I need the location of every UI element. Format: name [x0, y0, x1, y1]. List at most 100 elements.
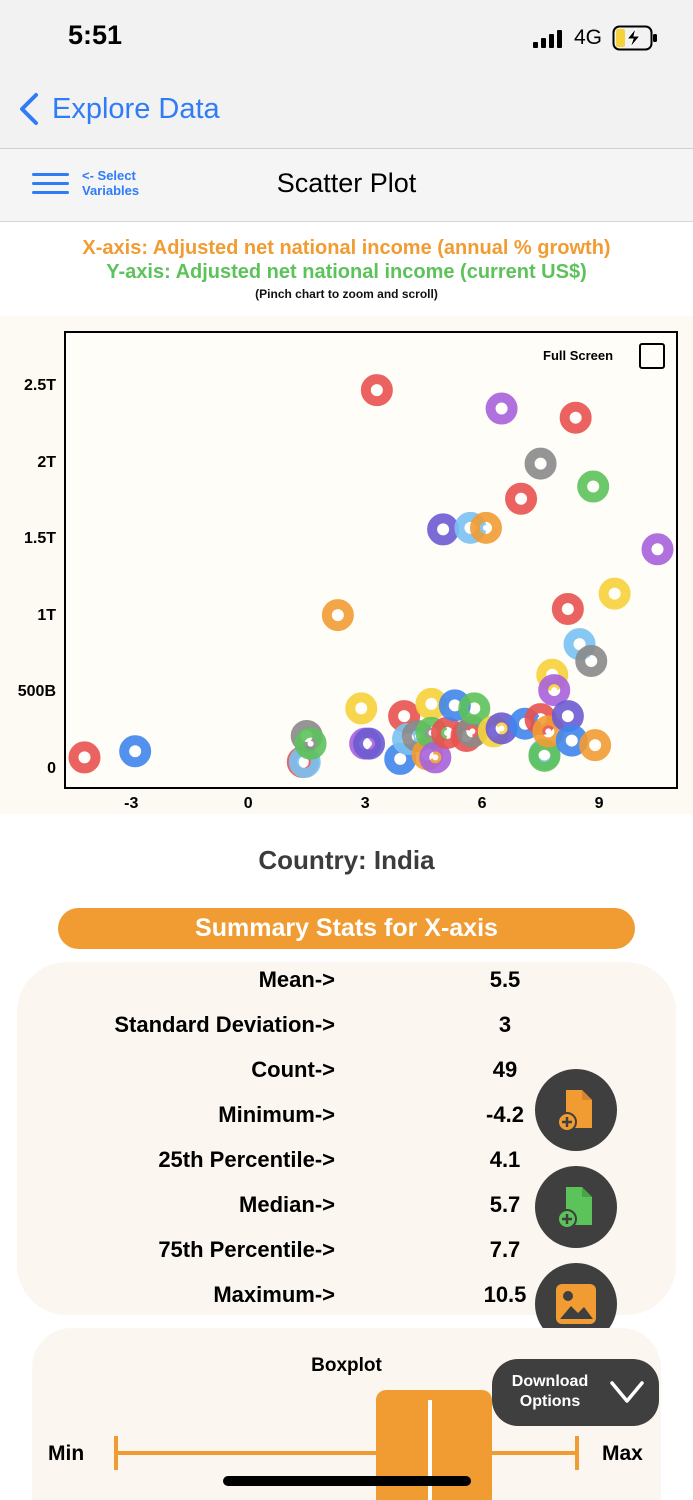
boxplot-min-label: Min — [48, 1442, 85, 1465]
data-point[interactable] — [353, 727, 386, 760]
data-point[interactable] — [345, 692, 378, 725]
data-point[interactable] — [321, 599, 354, 632]
stat-label: Median-> — [239, 1192, 335, 1217]
page-title: Scatter Plot — [276, 168, 417, 198]
data-point-center — [518, 495, 525, 502]
data-point[interactable] — [577, 470, 610, 503]
data-point-center — [564, 605, 571, 612]
data-point[interactable] — [119, 735, 152, 768]
data-point[interactable] — [559, 401, 592, 434]
summary-stat-row: Count-> 49 — [0, 1057, 693, 1097]
y-axis-variable-label: Y-axis: Adjusted net national income (cu… — [106, 261, 587, 283]
status-bar — [0, 0, 693, 80]
data-point[interactable] — [294, 727, 327, 760]
data-point[interactable] — [524, 447, 557, 480]
y-tick-label: 2.5T — [23, 377, 56, 395]
back-label: Explore Data — [52, 92, 220, 125]
data-point-center — [576, 641, 583, 648]
summary-stat-row: 25th Percentile-> 4.1 — [0, 1147, 693, 1187]
data-point[interactable] — [641, 533, 674, 566]
boxplot-box — [376, 1390, 492, 1500]
data-point[interactable] — [68, 741, 101, 774]
data-point[interactable] — [419, 741, 452, 774]
data-point-center — [498, 405, 505, 412]
x-tick-label: 9 — [594, 795, 604, 812]
y-tick-label: 1T — [37, 606, 56, 624]
hamburger-menu-icon[interactable] — [32, 172, 70, 196]
scatter-plot[interactable] — [0, 316, 693, 816]
data-point-center — [537, 460, 544, 467]
stat-value: 5.7 — [489, 1192, 521, 1217]
data-point-center — [469, 728, 476, 735]
toolbar — [0, 149, 693, 222]
stat-value: 4.1 — [489, 1147, 521, 1172]
data-point-center — [301, 758, 308, 765]
boxplot-max-label: Max — [602, 1442, 643, 1465]
data-point-center — [366, 740, 373, 747]
y-tick-label: 0 — [47, 759, 56, 777]
data-point[interactable] — [598, 577, 631, 610]
pinch-hint: (Pinch chart to zoom and scroll) — [255, 287, 438, 301]
stat-value: 49 — [492, 1057, 518, 1082]
data-point[interactable] — [469, 511, 502, 544]
data-point[interactable] — [538, 674, 571, 707]
home-indicator — [223, 1476, 471, 1486]
select-variables-button[interactable]: <- Select Variables — [82, 168, 140, 198]
data-point[interactable] — [360, 374, 393, 407]
stat-value: 3 — [498, 1012, 512, 1037]
data-point[interactable] — [505, 482, 538, 515]
x-tick-label: 3 — [360, 795, 370, 812]
data-point-center — [334, 612, 341, 619]
data-point-center — [132, 748, 139, 755]
chevron-down-icon — [610, 1381, 644, 1403]
data-point-center — [444, 729, 451, 736]
data-point-center — [541, 752, 548, 759]
data-point-center — [588, 657, 595, 664]
data-point[interactable] — [551, 592, 584, 625]
back-button[interactable]: Explore Data — [18, 92, 220, 126]
download-options-button[interactable]: Download Options — [492, 1359, 659, 1426]
data-point[interactable] — [536, 658, 569, 691]
data-point-center — [551, 687, 558, 694]
x-axis-variable-label: X-axis: Adjusted net national income (an… — [82, 237, 611, 259]
x-tick-label: -3 — [124, 795, 139, 812]
data-point-center — [498, 725, 505, 732]
data-point-center — [482, 524, 489, 531]
stat-label: Count-> — [251, 1057, 335, 1082]
summary-title: Summary Stats for X-axis — [58, 908, 635, 949]
full-screen-checkbox[interactable] — [639, 343, 665, 369]
data-point-center — [471, 705, 478, 712]
data-point-center — [592, 742, 599, 749]
export-pdf-button[interactable] — [535, 1069, 617, 1151]
boxplot-title: Boxplot — [311, 1355, 382, 1376]
data-point-center — [307, 740, 314, 747]
network-type: 4G — [574, 26, 603, 49]
battery-charging-icon — [612, 25, 657, 51]
data-point-center — [397, 755, 404, 762]
data-point-center — [545, 728, 552, 735]
pdf-add-icon — [557, 1090, 592, 1132]
boxplot — [114, 1390, 579, 1500]
export-excel-button[interactable] — [535, 1166, 617, 1248]
stat-value: 10.5 — [483, 1282, 527, 1307]
stat-label: Mean-> — [258, 967, 335, 992]
data-point-center — [432, 754, 439, 761]
y-tick-label: 500B — [17, 683, 56, 701]
navigation-bar — [0, 80, 693, 149]
data-point-center — [590, 483, 597, 490]
data-point[interactable] — [427, 513, 460, 546]
data-point-center — [373, 387, 380, 394]
stat-label: Standard Deviation-> — [114, 1012, 335, 1037]
signal-icon — [533, 30, 562, 48]
stat-label: 75th Percentile-> — [158, 1237, 335, 1262]
full-screen-label: Full Screen — [543, 348, 614, 363]
data-point-center — [572, 414, 579, 421]
data-point[interactable] — [454, 511, 487, 544]
image-icon — [556, 1284, 596, 1324]
data-point[interactable] — [458, 692, 491, 725]
data-point[interactable] — [485, 392, 518, 425]
data-point[interactable] — [579, 729, 612, 762]
stat-value: 7.7 — [489, 1237, 521, 1262]
data-point-center — [611, 590, 618, 597]
data-point[interactable] — [575, 644, 608, 677]
